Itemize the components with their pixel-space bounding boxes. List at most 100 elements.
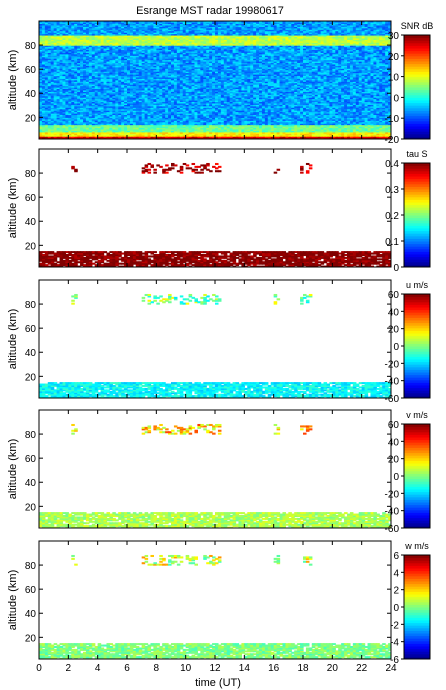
snr-cell <box>232 104 237 107</box>
snr-cell <box>244 128 248 131</box>
snr-cell <box>311 136 316 139</box>
snr-cell <box>341 86 345 90</box>
snr-cell <box>191 111 196 114</box>
snr-cell <box>44 108 49 111</box>
snr-cell <box>270 127 275 130</box>
snr-cell <box>85 107 90 110</box>
snr-cell <box>194 95 198 98</box>
snr-cell <box>118 130 122 133</box>
snr-cell <box>388 101 391 104</box>
snr-cell <box>109 128 113 131</box>
snr-cell <box>88 91 93 94</box>
snr-cell <box>347 115 351 118</box>
snr-cell <box>388 92 391 95</box>
snr-cell <box>141 95 146 98</box>
snr-cell <box>308 134 313 137</box>
snr-cell <box>88 110 93 113</box>
snr-cell <box>379 115 383 118</box>
snr-cell <box>238 110 242 113</box>
snr-cell <box>171 85 175 88</box>
snr-cell <box>173 120 178 123</box>
snr-cell <box>297 110 301 113</box>
snr-cell <box>112 112 116 116</box>
snr-cell <box>267 88 272 91</box>
snr-cell <box>68 127 72 130</box>
snr-cell <box>209 120 213 123</box>
snr-cell <box>323 85 328 88</box>
snr-cell <box>209 108 213 111</box>
snr-cell <box>341 124 345 127</box>
snr-cell <box>135 107 140 110</box>
snr-cell <box>115 92 119 95</box>
snr-cell <box>118 108 122 111</box>
snr-cell <box>300 97 304 100</box>
snr-cell <box>364 134 369 137</box>
snr-cell <box>323 133 328 136</box>
snr-cell <box>191 127 196 130</box>
snr-cell <box>361 130 366 133</box>
snr-cell <box>80 114 84 117</box>
snr-cell <box>50 131 55 134</box>
snr-cell <box>250 107 254 110</box>
snr-cell <box>341 102 345 105</box>
snr-cell <box>370 91 374 94</box>
snr-cell <box>197 112 201 116</box>
snr-cell <box>185 86 190 90</box>
snr-cell <box>329 88 333 91</box>
snr-cell <box>364 121 369 124</box>
snr-cell <box>71 123 75 126</box>
snr-cell <box>215 128 219 131</box>
snr-cell <box>118 97 122 100</box>
snr-cell <box>147 95 152 98</box>
snr-cell <box>341 115 345 118</box>
snr-cell <box>109 85 113 88</box>
snr-cell <box>159 123 163 126</box>
snr-cell <box>44 128 49 131</box>
snr-cell <box>44 131 49 134</box>
snr-cell <box>185 117 190 120</box>
snr-cell <box>206 125 210 129</box>
snr-cell <box>238 107 242 110</box>
snr-cell <box>124 124 128 127</box>
snr-cell <box>285 99 289 103</box>
snr-cell <box>388 84 391 87</box>
snr-cell <box>326 86 330 90</box>
snr-cell <box>85 130 90 133</box>
snr-cell <box>247 120 251 123</box>
snr-cell <box>288 124 292 127</box>
snr-cell <box>88 120 93 123</box>
snr-cell <box>129 121 134 124</box>
snr-cell <box>74 114 78 117</box>
snr-cell <box>282 128 286 131</box>
snr-cell <box>358 136 363 139</box>
snr-cell <box>41 108 46 111</box>
snr-cell <box>173 136 178 139</box>
snr-cell <box>39 84 43 87</box>
snr-cell <box>156 104 160 107</box>
snr-cell <box>74 107 78 110</box>
snr-cell <box>300 115 304 118</box>
snr-cell <box>320 134 325 137</box>
snr-cell <box>112 92 116 95</box>
snr-cell <box>220 131 225 134</box>
snr-cell <box>373 121 377 124</box>
snr-cell <box>344 120 348 123</box>
snr-cell <box>256 99 260 103</box>
snr-cell <box>244 88 248 91</box>
snr-cell <box>212 118 216 121</box>
snr-cell <box>352 112 357 116</box>
snr-cell <box>259 101 263 104</box>
snr-cell <box>53 117 58 120</box>
snr-cell <box>127 94 131 97</box>
snr-cell <box>226 136 231 139</box>
snr-cell <box>132 112 137 116</box>
snr-cell <box>83 131 87 134</box>
snr-cell <box>373 92 377 95</box>
snr-cell <box>85 98 90 101</box>
snr-cell <box>226 118 231 121</box>
snr-cell <box>215 89 219 92</box>
snr-cell <box>179 137 184 139</box>
snr-cell <box>41 94 46 97</box>
snr-cell <box>182 118 187 121</box>
snr-cell <box>308 84 313 87</box>
